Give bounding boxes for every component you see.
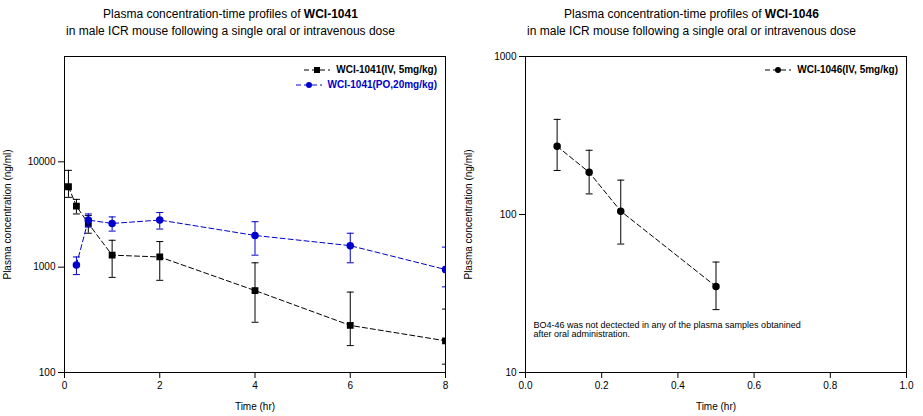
svg-text:0.6: 0.6 bbox=[747, 380, 761, 391]
svg-text:1.0: 1.0 bbox=[900, 380, 914, 391]
html-text:in male ICR mouse following a: in male ICR mouse following a single ora… bbox=[66, 24, 395, 38]
svg-text:100: 100 bbox=[39, 367, 56, 378]
svg-text:4: 4 bbox=[252, 380, 258, 391]
svg-text:10000: 10000 bbox=[28, 156, 56, 167]
svg-text:1000: 1000 bbox=[494, 51, 517, 62]
svg-text:10: 10 bbox=[505, 367, 517, 378]
svg-text:100: 100 bbox=[500, 209, 517, 220]
svg-text:Plasma concentration (ng/ml): Plasma concentration (ng/ml) bbox=[463, 149, 474, 279]
svg-text:0.2: 0.2 bbox=[595, 380, 609, 391]
html-text:in male ICR mouse following a: in male ICR mouse following a single ora… bbox=[527, 24, 856, 38]
svg-text:BO4-46 was not dectected in an: BO4-46 was not dectected in any of the p… bbox=[534, 320, 801, 339]
html-text:Plasma concentration-time prof: Plasma concentration-time profiles of WC… bbox=[564, 7, 819, 21]
svg-text:0: 0 bbox=[62, 380, 68, 391]
html-text:WCI-1041(IV, 5mg/kg): WCI-1041(IV, 5mg/kg) bbox=[336, 64, 437, 75]
svg-text:0.0: 0.0 bbox=[519, 380, 533, 391]
svg-text:0.4: 0.4 bbox=[671, 380, 685, 391]
html-text:WCI-1046(IV, 5mg/kg): WCI-1046(IV, 5mg/kg) bbox=[797, 64, 898, 75]
svg-text:8: 8 bbox=[443, 380, 449, 391]
svg-text:Time (hr): Time (hr) bbox=[235, 401, 275, 412]
svg-text:Time (hr): Time (hr) bbox=[696, 401, 736, 412]
svg-text:6: 6 bbox=[347, 380, 353, 391]
html-text:WCI-1041(PO,20mg/kg): WCI-1041(PO,20mg/kg) bbox=[327, 79, 437, 90]
html-text:Plasma concentration-time prof: Plasma concentration-time profiles of WC… bbox=[103, 7, 358, 21]
svg-text:Plasma concentration (ng/ml): Plasma concentration (ng/ml) bbox=[2, 149, 13, 279]
svg-text:1000: 1000 bbox=[33, 261, 56, 272]
svg-text:2: 2 bbox=[157, 380, 163, 391]
svg-text:0.8: 0.8 bbox=[823, 380, 837, 391]
